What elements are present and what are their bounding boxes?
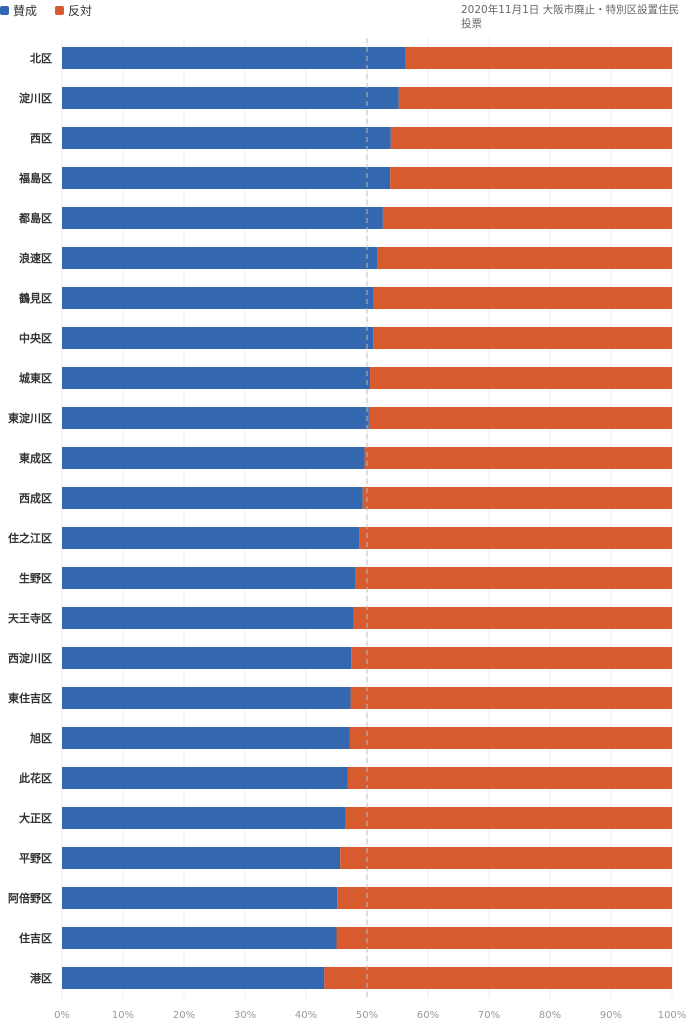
bar-no xyxy=(377,247,672,269)
bar-no xyxy=(355,567,672,589)
x-tick-label: 0% xyxy=(54,1010,70,1021)
bar-no xyxy=(405,47,672,69)
bar-yes xyxy=(62,927,337,949)
bar-yes xyxy=(62,447,365,469)
category-label: 福島区 xyxy=(18,171,52,185)
category-label: 中央区 xyxy=(19,331,52,345)
legend-item-no[interactable]: 反対 xyxy=(55,2,92,19)
category-label: 港区 xyxy=(30,971,52,985)
category-label: 北区 xyxy=(30,51,52,65)
bar-yes xyxy=(62,647,352,669)
category-label: 生野区 xyxy=(19,571,52,585)
category-label: 城東区 xyxy=(19,371,52,385)
bar-no xyxy=(359,527,672,549)
category-label: 天王寺区 xyxy=(8,611,52,625)
x-tick-label: 70% xyxy=(478,1010,500,1021)
bar-no xyxy=(353,607,672,629)
bar-yes xyxy=(62,687,351,709)
category-label: 鶴見区 xyxy=(19,291,52,305)
x-tick-label: 50% xyxy=(356,1010,378,1021)
bar-yes xyxy=(62,847,341,869)
category-label: 旭区 xyxy=(29,731,52,745)
x-tick-label: 90% xyxy=(600,1010,622,1021)
bar-yes xyxy=(62,727,350,749)
category-label: 東住吉区 xyxy=(8,691,52,705)
category-label: 浪速区 xyxy=(19,251,52,265)
bar-no xyxy=(373,287,672,309)
category-label: 西成区 xyxy=(19,491,52,505)
chart-title: 2020年11月1日 大阪市廃止・特別区設置住民投票 xyxy=(461,4,680,30)
bar-no xyxy=(340,847,672,869)
legend-item-yes[interactable]: 賛成 xyxy=(0,2,37,19)
bar-yes xyxy=(62,807,346,829)
bar-yes xyxy=(62,967,325,989)
x-tick-label: 10% xyxy=(112,1010,134,1021)
bar-no xyxy=(364,447,672,469)
bar-no xyxy=(373,327,672,349)
category-label: 此花区 xyxy=(19,771,52,785)
category-label: 住吉区 xyxy=(19,931,52,945)
bar-yes xyxy=(62,247,378,269)
x-tick-label: 20% xyxy=(173,1010,195,1021)
bar-no xyxy=(362,487,672,509)
bar-no xyxy=(347,767,672,789)
bar-yes xyxy=(62,567,356,589)
bar-yes xyxy=(62,127,391,149)
bar-yes xyxy=(62,207,383,229)
category-label: 住之江区 xyxy=(8,531,52,545)
category-label: 淀川区 xyxy=(19,91,52,105)
legend: 賛成 反対 xyxy=(0,2,92,19)
category-label: 阿倍野区 xyxy=(8,891,52,905)
bar-yes xyxy=(62,367,371,389)
bar-no xyxy=(324,967,672,989)
bar-no xyxy=(368,407,672,429)
bar-no xyxy=(390,127,672,149)
legend-swatch-no xyxy=(55,6,65,15)
bar-yes xyxy=(62,607,354,629)
x-tick-label: 60% xyxy=(417,1010,439,1021)
bar-no xyxy=(350,687,672,709)
bar-no xyxy=(370,367,672,389)
bar-yes xyxy=(62,407,369,429)
bar-yes xyxy=(62,87,399,109)
bar-no xyxy=(345,807,672,829)
category-label: 平野区 xyxy=(19,852,52,865)
bar-yes xyxy=(62,887,338,909)
x-tick-label: 80% xyxy=(539,1010,561,1021)
bar-yes xyxy=(62,487,363,509)
legend-label-no: 反対 xyxy=(68,4,93,18)
legend-swatch-yes xyxy=(0,6,9,15)
bar-yes xyxy=(62,527,360,549)
x-tick-label: 40% xyxy=(295,1010,317,1021)
x-tick-label: 100% xyxy=(658,1010,687,1021)
bar-yes xyxy=(62,47,406,69)
bar-no xyxy=(390,167,672,189)
bar-yes xyxy=(62,167,391,189)
bar-yes xyxy=(62,287,374,309)
x-tick-label: 30% xyxy=(234,1010,256,1021)
category-label: 都島区 xyxy=(18,211,52,225)
bar-no xyxy=(398,87,672,109)
bar-no xyxy=(336,927,672,949)
category-label: 東成区 xyxy=(19,451,52,465)
category-label: 西区 xyxy=(30,132,52,145)
bar-yes xyxy=(62,767,348,789)
bar-no xyxy=(351,647,672,669)
category-label: 東淀川区 xyxy=(8,411,52,425)
bar-yes xyxy=(62,327,374,349)
category-label: 西淀川区 xyxy=(8,651,52,665)
category-label: 大正区 xyxy=(19,811,52,825)
legend-label-yes: 賛成 xyxy=(13,4,38,18)
bar-no xyxy=(382,207,672,229)
bar-no xyxy=(337,887,672,909)
bar-no xyxy=(349,727,672,749)
